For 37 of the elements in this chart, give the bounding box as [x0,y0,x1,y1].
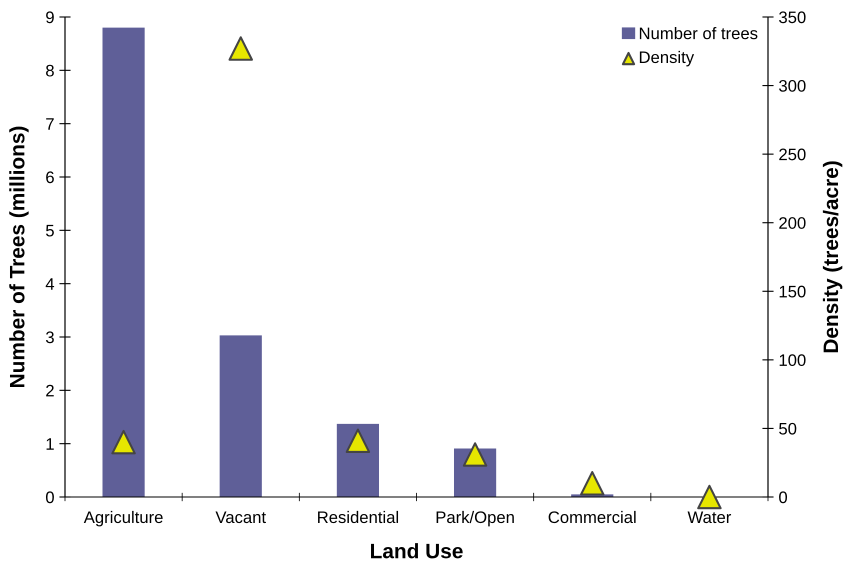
legend-label: Density [640,50,694,66]
legend-label: Number of trees [640,27,758,40]
y2-tick-label: 0 [779,491,788,504]
y-tick-label: 2 [46,384,54,396]
point [462,442,488,467]
y-tick-label: 4 [46,278,54,290]
y2-axis-title: Density (trees/acre) [822,161,842,352]
x-tick-label: Commercial [548,510,636,524]
y-tick-label: 0 [46,491,54,504]
bar [102,28,145,497]
y-tick-label: 3 [46,331,54,344]
y2-tick-label: 250 [779,148,806,160]
x-tick-label: Vacant [215,512,266,524]
y-tick-label: 9 [46,11,54,24]
x-tick-label: Residential [318,510,398,524]
y2-tick-label: 100 [780,354,806,366]
y-tick-label: 1 [46,438,54,450]
point [228,36,253,61]
y-tick-label: 5 [46,224,54,237]
y2-tick-label: 200 [779,217,806,229]
y-tick-label: 6 [46,171,54,184]
y-axis-title: Number of Trees (millions) [9,126,29,387]
y-tick-label: 8 [46,64,54,77]
x-tick-label: Park/Open [436,510,514,526]
point [697,484,722,510]
y2-tick-label: 150 [780,286,806,298]
point [346,428,370,454]
x-tick-label: Agriculture [84,510,163,526]
x-axis-title: Land Use [371,543,463,558]
point [111,430,136,454]
y2-tick-label: 50 [779,422,796,435]
x-tick-label: Water [688,512,732,524]
y2-tick-label: 350 [779,11,806,24]
y-tick-label: 7 [46,118,54,130]
point [580,471,604,496]
bar [220,335,262,497]
y2-tick-label: 300 [779,80,806,92]
